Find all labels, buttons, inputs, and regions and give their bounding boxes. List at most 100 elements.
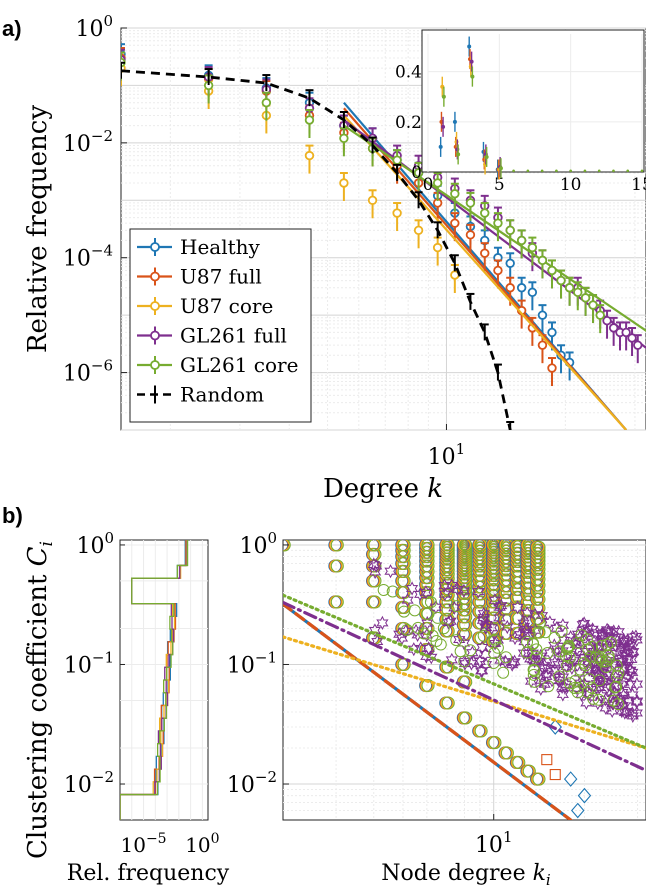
scatter-point — [444, 614, 457, 629]
inset-y-tick-label: 0.2 — [395, 113, 422, 133]
y-tick-label: 100 — [76, 529, 114, 559]
fit-line — [343, 114, 627, 430]
scatter-point — [535, 608, 549, 623]
scatter-point — [367, 557, 380, 572]
scatter-point — [548, 631, 561, 644]
scatter-point — [548, 655, 562, 670]
scatter-point — [438, 587, 452, 602]
data-point — [527, 242, 538, 253]
scatter-point — [556, 687, 569, 702]
x-tick-label: 10−5 — [120, 831, 166, 857]
data-point — [505, 225, 515, 236]
scatter-point — [534, 648, 547, 664]
scatter-point — [592, 693, 605, 706]
scatter-point — [585, 640, 598, 653]
legend-swatch — [150, 330, 160, 341]
data-point — [480, 208, 490, 218]
scatter-point — [488, 633, 501, 646]
scatter-point — [534, 673, 548, 688]
scatter-point — [457, 583, 471, 598]
y-tick-label: 10−4 — [63, 242, 113, 272]
scatter-point — [488, 736, 502, 750]
data-point — [465, 230, 476, 240]
scatter-point — [491, 632, 505, 648]
scatter-point — [544, 645, 557, 661]
x-tick-label: 100 — [185, 831, 219, 857]
legend-swatch — [150, 271, 160, 282]
scatter-point — [397, 574, 411, 588]
y-tick-label: 10−2 — [64, 768, 114, 798]
panel-a-x-label-var: k — [427, 474, 443, 504]
scatter-point — [541, 646, 554, 659]
scatter-point — [421, 540, 435, 552]
scatter-point — [459, 610, 473, 624]
y-tick-label: 10−2 — [63, 127, 113, 157]
scatter-point — [571, 627, 585, 642]
panel-a-inset-content: 0 0.2 0.4 0 5 10 15 — [395, 34, 646, 195]
inset-point — [569, 169, 572, 173]
data-point — [413, 225, 424, 236]
scatter-point — [437, 622, 450, 635]
scatter-point — [518, 626, 531, 641]
data-point — [304, 115, 315, 125]
scatter-point — [580, 626, 593, 641]
scatter-point — [393, 627, 406, 642]
data-point — [633, 340, 643, 350]
scatter-point — [459, 540, 473, 552]
scatter-point — [626, 645, 639, 660]
scatter-point — [474, 724, 488, 738]
legend-item-gl261-full: GL261 full — [137, 324, 287, 348]
inset-point — [612, 169, 615, 173]
legend-item-healthy: Healthy — [137, 235, 261, 259]
data-point — [432, 178, 443, 188]
scatter-point — [430, 635, 443, 648]
inset-point — [640, 169, 644, 173]
scatter-point — [571, 636, 584, 649]
panel-a-y-ticks: 100 10−2 10−4 10−6 — [63, 12, 127, 387]
y-tick-label: 10−1 — [227, 648, 277, 678]
inset-point — [512, 169, 515, 173]
scatter-point — [414, 587, 427, 602]
scatter-point — [434, 638, 447, 651]
scatter-point — [457, 636, 471, 651]
scatter-point — [595, 666, 609, 681]
scatter-point — [584, 650, 597, 663]
scatter-point — [605, 635, 619, 651]
random-line — [121, 69, 512, 430]
y-tick-label: 100 — [239, 529, 277, 559]
fit-line-u87-core — [283, 635, 646, 750]
data-point — [621, 327, 631, 338]
panel-b-hist-x-ticks: 10−5 100 — [120, 831, 219, 857]
scatter-point — [593, 674, 606, 687]
scatter-point — [368, 564, 382, 580]
scatter-point — [624, 663, 637, 678]
scatter-point — [533, 626, 546, 639]
scatter-point — [477, 629, 490, 642]
inset-point — [441, 94, 446, 99]
scatter-point — [527, 668, 540, 681]
inset-point — [469, 59, 474, 64]
scatter-point — [612, 666, 625, 679]
panel-a-legend: Healthy U87 full U87 core GL261 full GL261 c… — [129, 228, 312, 423]
data-point — [505, 283, 515, 293]
data-point — [450, 189, 460, 199]
legend-item-u87-full: U87 full — [137, 265, 262, 289]
y-tick-label: 100 — [75, 12, 113, 42]
scatter-point — [553, 670, 566, 683]
panel-b-fit-lines — [283, 593, 646, 820]
data-point — [547, 265, 557, 276]
scatter-point — [534, 681, 547, 696]
inset-point — [597, 169, 601, 173]
panel-a-label: a) — [2, 16, 22, 41]
scatter-point — [533, 617, 546, 630]
data-point — [367, 195, 378, 205]
scatter-point — [441, 540, 455, 552]
scatter-point — [602, 649, 615, 662]
inset-x-tick-label: 15 — [631, 175, 646, 195]
scatter-point — [500, 746, 514, 760]
scatter-point — [616, 654, 629, 669]
panel-a-y-label: Relative frequency — [23, 105, 53, 353]
scatter-point — [472, 584, 485, 599]
inset-x-tick-label: 10 — [560, 175, 582, 195]
panel-b-y-label: Clustering coefficient Ci — [23, 541, 57, 859]
